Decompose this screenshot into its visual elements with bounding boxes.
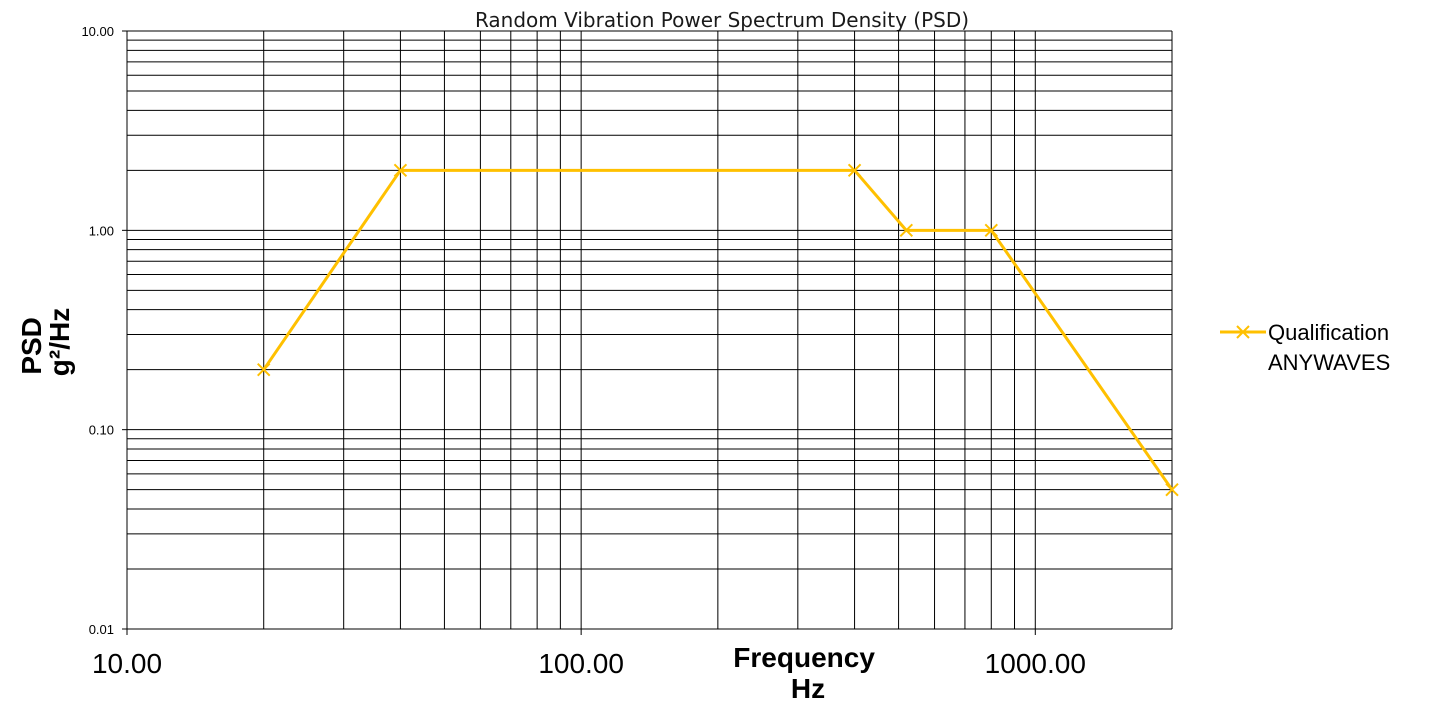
data-point-marker [899,223,914,238]
legend-entry-line2: ANYWAVES [1268,350,1390,375]
series-line [262,168,1174,491]
data-point-marker [984,223,998,238]
y-tick-labels: 0.01 0.10 1.00 10.00 [81,24,114,637]
x-axis-label: Frequency Hz [733,642,882,704]
legend: Qualification ANYWAVES [1220,320,1390,375]
data-point-marker [1165,482,1179,497]
y-tick-label: 0.10 [89,423,114,438]
series-qualification-anywaves [257,163,1179,497]
y-axis-label-line1: PSD [16,317,47,375]
x-tick-label: 10.00 [92,648,162,679]
x-axis-label-line1: Frequency [733,642,875,673]
x-axis-label-line2: Hz [791,673,825,704]
y-tick-label: 10.00 [81,24,114,39]
legend-entry-line1: Qualification [1268,320,1389,345]
y-axis-label: PSD g²/Hz [16,308,75,376]
y-tick-label: 0.01 [89,622,114,637]
x-tick-labels: 10.00 100.00 1000.00 [92,648,1086,679]
grid [122,30,1173,635]
x-tick-label: 1000.00 [985,648,1086,679]
data-point-marker [393,163,408,178]
data-point-marker [847,163,862,178]
chart-title: Random Vibration Power Spectrum Density … [475,8,969,32]
legend-x-marker [1236,325,1250,339]
data-point-marker [257,362,271,377]
y-tick-label: 1.00 [89,223,114,238]
x-tick-label: 100.00 [538,648,624,679]
y-axis-label-line2: g²/Hz [44,308,75,376]
